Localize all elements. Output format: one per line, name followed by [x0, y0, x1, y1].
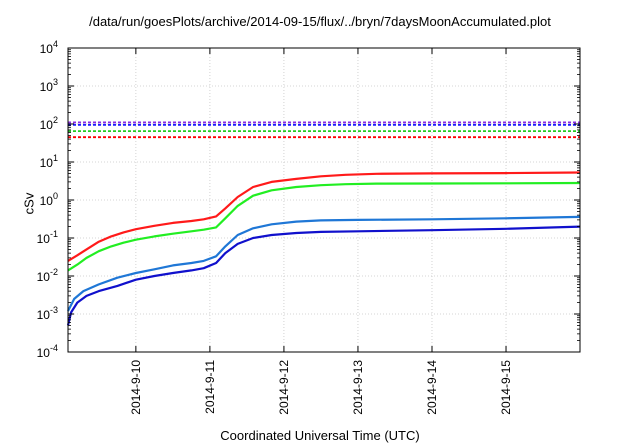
x-tick-label: 2014-9-11: [203, 360, 217, 414]
grid: [68, 48, 580, 352]
x-tick-label: 2014-9-12: [277, 360, 291, 415]
x-tick-label: 2014-9-13: [351, 360, 365, 415]
x-axis-label: Coordinated Universal Time (UTC): [220, 428, 420, 443]
reference-lines: [68, 121, 580, 139]
plot-frame: [67, 47, 581, 353]
x-tick-label: 2014-9-15: [499, 360, 513, 415]
series-lines: [66, 171, 581, 326]
series-line: [66, 225, 581, 326]
y-tick-label: 10-1: [37, 229, 58, 246]
axes: 10-4 10-3 10-2 10-1 100 101 102 103 104 2014-9-10…: [37, 39, 581, 415]
y-tick-label: 100: [40, 191, 58, 208]
y-tick-label: 103: [40, 77, 58, 94]
series-line: [67, 215, 581, 312]
chart-title: /data/run/goesPlots/archive/2014-09-15/f…: [89, 14, 551, 29]
series-line: [67, 181, 581, 272]
x-tick-label: 2014-9-10: [129, 360, 143, 415]
y-tick-label: 104: [40, 39, 58, 56]
y-tick-label: 10-2: [37, 267, 58, 284]
y-tick-label: 10-4: [37, 343, 58, 360]
series-line: [67, 171, 581, 262]
x-tick-label: 2014-9-14: [425, 360, 439, 415]
y-tick-label: 101: [40, 153, 58, 170]
y-tick-label: 10-3: [37, 305, 58, 322]
y-tick-label: 102: [40, 115, 58, 132]
